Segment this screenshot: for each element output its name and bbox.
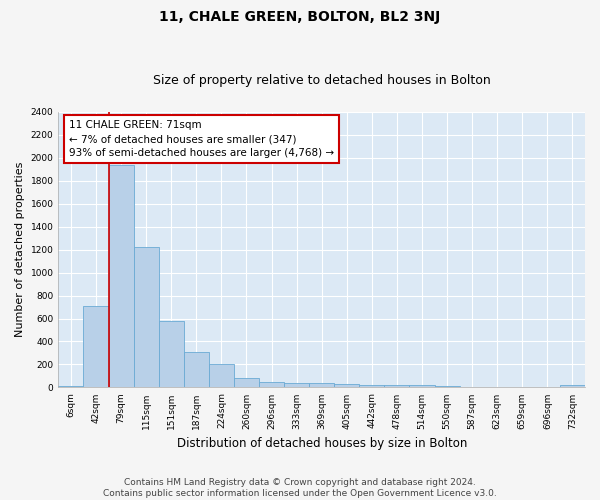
Text: Contains HM Land Registry data © Crown copyright and database right 2024.
Contai: Contains HM Land Registry data © Crown c… <box>103 478 497 498</box>
Bar <box>109 165 134 388</box>
Bar <box>334 384 359 388</box>
X-axis label: Distribution of detached houses by size in Bolton: Distribution of detached houses by size … <box>176 437 467 450</box>
Bar <box>83 306 109 388</box>
Text: 11, CHALE GREEN, BOLTON, BL2 3NJ: 11, CHALE GREEN, BOLTON, BL2 3NJ <box>160 10 440 24</box>
Bar <box>184 352 209 388</box>
Bar <box>259 382 284 388</box>
Y-axis label: Number of detached properties: Number of detached properties <box>15 162 25 338</box>
Bar <box>309 384 334 388</box>
Bar <box>434 386 460 388</box>
Text: 11 CHALE GREEN: 71sqm
← 7% of detached houses are smaller (347)
93% of semi-deta: 11 CHALE GREEN: 71sqm ← 7% of detached h… <box>69 120 334 158</box>
Title: Size of property relative to detached houses in Bolton: Size of property relative to detached ho… <box>153 74 491 87</box>
Bar <box>284 383 309 388</box>
Bar <box>485 387 510 388</box>
Bar <box>234 378 259 388</box>
Bar <box>535 387 560 388</box>
Bar <box>159 322 184 388</box>
Bar <box>359 385 385 388</box>
Bar <box>460 386 485 388</box>
Bar <box>209 364 234 388</box>
Bar <box>134 248 159 388</box>
Bar <box>409 386 434 388</box>
Bar <box>58 386 83 388</box>
Bar <box>560 385 585 388</box>
Bar <box>385 385 409 388</box>
Bar <box>510 387 535 388</box>
